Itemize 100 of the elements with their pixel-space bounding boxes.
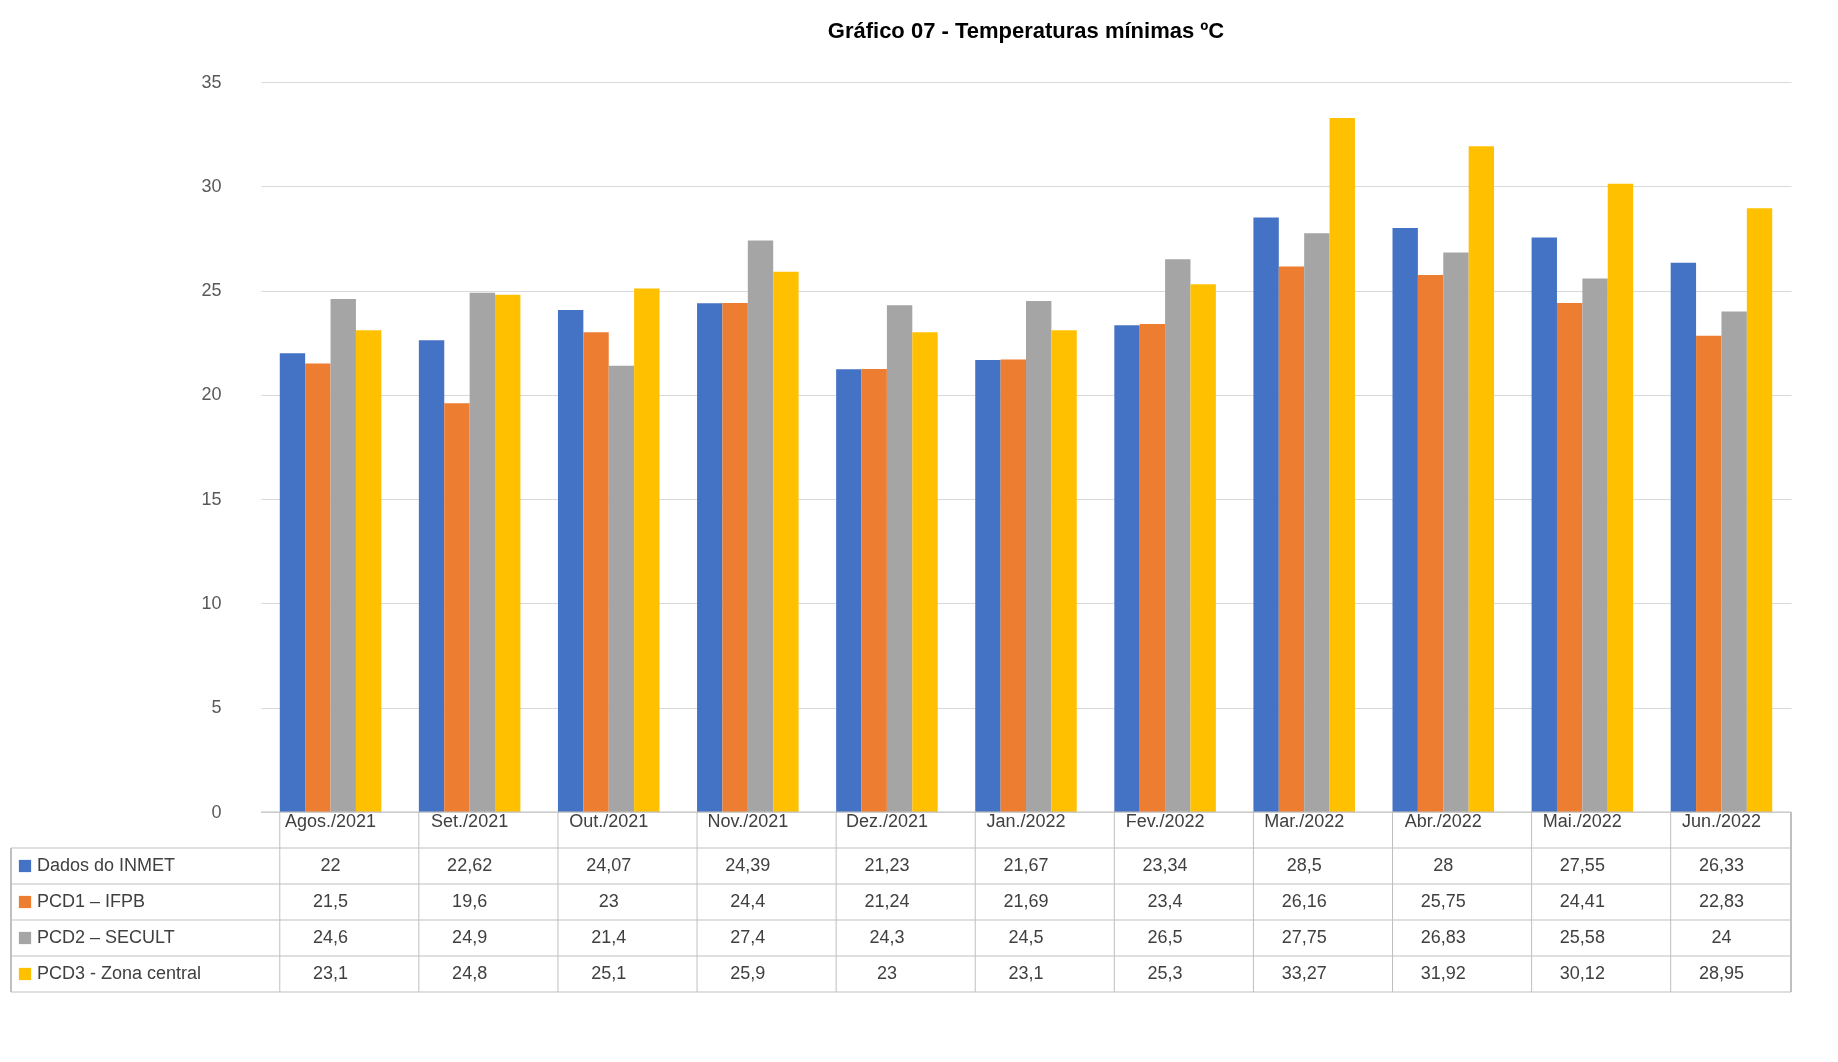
x-tick-label: Nov./2021 [707, 810, 789, 831]
data-label: 22,62 [447, 855, 493, 875]
legend-label: PCD1 – IFPB [37, 891, 146, 911]
bar [1582, 278, 1608, 812]
chart-title: Gráfico 07 - Temperaturas mínimas ºC [827, 18, 1225, 43]
bar [1000, 359, 1026, 812]
bar [444, 403, 470, 812]
x-tick-label: Mai./2022 [1542, 810, 1622, 831]
bar [495, 294, 521, 812]
bar [912, 332, 938, 812]
data-label: 23,34 [1142, 855, 1188, 875]
bar [1531, 237, 1557, 812]
y-tick-label: 10 [201, 592, 222, 613]
bar [1114, 325, 1140, 812]
data-label: 24,39 [725, 855, 771, 875]
bar [608, 365, 635, 812]
legend-label: PCD2 – SECULT [37, 927, 175, 947]
data-label: 25,3 [1147, 963, 1183, 983]
bar [355, 330, 382, 812]
data-label: 23 [598, 891, 619, 911]
bar [1443, 252, 1469, 812]
data-label: 25,58 [1559, 927, 1605, 947]
data-label: 24 [1711, 927, 1732, 947]
y-tick-label: 15 [201, 488, 222, 509]
data-label: 26,16 [1281, 891, 1327, 911]
x-tick-label: Agos./2021 [285, 810, 377, 831]
bar [1139, 323, 1166, 812]
data-label: 24,3 [869, 927, 905, 947]
x-tick-label: Set./2021 [431, 810, 509, 831]
bar [1468, 146, 1495, 812]
bar [418, 340, 445, 812]
bar [1051, 330, 1077, 812]
y-tick-label: 20 [201, 384, 222, 405]
data-label: 33,27 [1281, 963, 1327, 983]
bar [1278, 266, 1305, 812]
bar [469, 292, 496, 812]
bar [836, 369, 862, 812]
data-label: 24,8 [452, 963, 488, 983]
bar [1721, 311, 1747, 812]
bar [861, 368, 887, 812]
data-label: 19,6 [452, 891, 488, 911]
bar [722, 303, 748, 812]
data-label: 24,5 [1008, 927, 1044, 947]
bar [1607, 183, 1634, 812]
y-tick-label: 35 [201, 71, 222, 92]
data-label: 28 [1433, 855, 1454, 875]
data-label: 27,55 [1559, 855, 1605, 875]
data-label: 21,4 [591, 927, 627, 947]
data-label: 21,5 [313, 891, 349, 911]
data-label: 24,07 [586, 855, 632, 875]
data-label: 22 [320, 855, 341, 875]
bar [1165, 259, 1191, 812]
legend-label: PCD3 - Zona central [37, 963, 202, 983]
data-label: 23,4 [1147, 891, 1183, 911]
bar [557, 309, 584, 812]
bar [1253, 217, 1279, 812]
bar [1746, 208, 1773, 812]
bar [1417, 274, 1444, 812]
x-tick-label: Jan./2022 [986, 810, 1066, 831]
data-label: 27,75 [1281, 927, 1327, 947]
bar [1696, 335, 1722, 812]
bar [583, 332, 609, 812]
bar [1392, 228, 1418, 812]
bar [697, 303, 723, 812]
data-label: 30,12 [1559, 963, 1605, 983]
data-label: 26,33 [1698, 855, 1744, 875]
data-label: 22,83 [1698, 891, 1744, 911]
bar [1670, 262, 1697, 812]
bar [975, 360, 1001, 812]
x-tick-label: Out./2021 [569, 810, 649, 831]
bar [886, 305, 913, 812]
data-label: 25,75 [1420, 891, 1466, 911]
data-label: 24,6 [313, 927, 349, 947]
data-label: 25,1 [591, 963, 627, 983]
bar [305, 363, 331, 812]
x-tick-label: Mar./2022 [1264, 810, 1345, 831]
bar [1556, 302, 1583, 812]
bar [1026, 301, 1052, 812]
legend-label: Dados do INMET [37, 855, 176, 875]
x-tick-label: Dez./2021 [845, 810, 928, 831]
bar [330, 298, 356, 812]
data-label: 25,9 [730, 963, 766, 983]
data-label: 31,92 [1420, 963, 1466, 983]
bar [1329, 118, 1355, 812]
bar [747, 240, 774, 812]
data-label: 28,5 [1286, 855, 1322, 875]
data-label: 23 [876, 963, 897, 983]
data-label: 27,4 [730, 927, 766, 947]
data-label: 28,95 [1698, 963, 1744, 983]
bar [1304, 233, 1330, 812]
y-tick-label: 30 [201, 175, 222, 196]
data-label: 23,1 [1008, 963, 1044, 983]
x-tick-label: Fev./2022 [1125, 810, 1205, 831]
data-label: 26,83 [1420, 927, 1466, 947]
y-tick-label: 25 [201, 280, 222, 301]
y-tick-label: 0 [211, 801, 222, 822]
data-label: 21,67 [1003, 855, 1049, 875]
data-label: 26,5 [1147, 927, 1183, 947]
data-label: 24,9 [452, 927, 488, 947]
x-tick-label: Jun./2022 [1681, 810, 1761, 831]
